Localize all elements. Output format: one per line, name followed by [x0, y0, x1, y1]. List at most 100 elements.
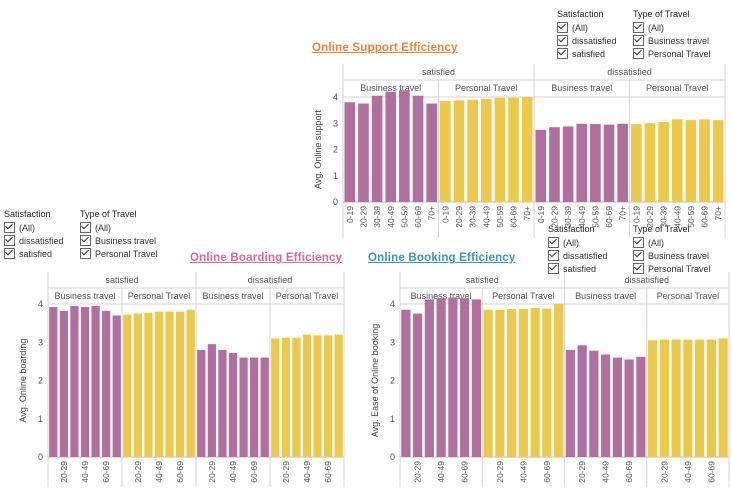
- checkbox-checked-icon[interactable]: [548, 263, 559, 274]
- y-tick-label: 1: [333, 171, 338, 181]
- filter-option-label: (All): [95, 222, 111, 233]
- bar: [401, 309, 411, 457]
- bar: [324, 335, 333, 457]
- x-tick-label: 60-69: [101, 461, 111, 483]
- filter-option[interactable]: Business travel: [633, 249, 711, 262]
- filter-option[interactable]: (All): [4, 221, 64, 234]
- travel-type-filter: Type of Travel (All) Business travel Person…: [633, 224, 711, 275]
- bar: [535, 129, 547, 202]
- x-tick-label: 60-69: [700, 206, 710, 228]
- bar: [440, 100, 451, 202]
- x-tick-label: 60-69: [175, 461, 185, 483]
- bar: [102, 310, 111, 457]
- x-tick-label: 40-49: [683, 461, 693, 483]
- bar: [91, 305, 100, 457]
- chart-svg: satisfied dissatisfied 0 1 2 3 4 Avg. Online su…: [313, 64, 726, 238]
- bar: [313, 335, 322, 457]
- series-header: Business travel: [54, 291, 115, 301]
- bar: [617, 123, 628, 202]
- bar: [228, 352, 238, 457]
- bar: [542, 308, 552, 457]
- chart-svg: satisfied dissatisfied 0 1 2 3 4 Avg. Ease of O…: [370, 272, 730, 487]
- y-tick-label: 1: [390, 414, 395, 424]
- bar: [371, 95, 383, 202]
- filter-option[interactable]: satisfied: [548, 262, 608, 275]
- x-tick-label: 20-29: [549, 206, 559, 228]
- filter-option[interactable]: (All): [548, 236, 608, 249]
- bar: [601, 354, 611, 457]
- checkbox-checked-icon[interactable]: [4, 235, 15, 246]
- checkbox-checked-icon[interactable]: [80, 222, 91, 233]
- x-tick-label: 70+: [618, 206, 628, 220]
- checkbox-checked-icon[interactable]: [633, 48, 644, 59]
- filter-option[interactable]: (All): [80, 221, 158, 234]
- checkbox-checked-icon[interactable]: [4, 248, 15, 259]
- filter-heading: Type of Travel: [633, 9, 690, 19]
- checkbox-checked-icon[interactable]: [633, 35, 644, 46]
- bar: [565, 349, 575, 457]
- x-tick-label: 20-29: [207, 461, 217, 483]
- checkbox-checked-icon[interactable]: [557, 22, 568, 33]
- bar: [460, 298, 470, 457]
- x-tick-label: 50-59: [495, 206, 505, 228]
- filter-option[interactable]: (All): [557, 21, 617, 34]
- online-boarding-chart: satisfied dissatisfied 0 1 2 3 4 Avg. Online bo…: [8, 272, 345, 487]
- checkbox-checked-icon[interactable]: [548, 250, 559, 261]
- filter-option[interactable]: dissatisfied: [4, 234, 64, 247]
- filter-option[interactable]: Personal Travel: [633, 47, 711, 60]
- bar: [426, 103, 437, 202]
- bar: [385, 91, 397, 202]
- filter-option[interactable]: satisfied: [557, 47, 617, 60]
- bar: [292, 337, 301, 457]
- chart-title: Online Boarding Efficiency: [190, 252, 343, 264]
- y-axis-label: Avg. Online support: [313, 110, 323, 189]
- checkbox-checked-icon[interactable]: [4, 222, 15, 233]
- checkbox-checked-icon[interactable]: [548, 237, 559, 248]
- x-tick-label: 50-59: [590, 206, 600, 228]
- x-tick-label: 20-29: [133, 461, 143, 483]
- filter-option[interactable]: (All): [633, 236, 711, 249]
- x-tick-label: 40-49: [302, 461, 312, 483]
- checkbox-checked-icon[interactable]: [633, 22, 644, 33]
- bar: [562, 126, 574, 202]
- filter-option[interactable]: dissatisfied: [548, 249, 608, 262]
- filter-heading: Type of Travel: [633, 224, 690, 234]
- filter-option[interactable]: dissatisfied: [557, 34, 617, 47]
- bar: [576, 123, 588, 202]
- checkbox-checked-icon[interactable]: [80, 235, 91, 246]
- checkbox-checked-icon[interactable]: [633, 250, 644, 261]
- bar: [718, 338, 728, 457]
- bar: [589, 350, 599, 457]
- y-tick-label: 2: [38, 376, 43, 386]
- filter-option[interactable]: Personal Travel: [80, 247, 158, 260]
- bar: [671, 119, 683, 202]
- x-tick-label: 30-39: [468, 206, 478, 228]
- x-tick-label: 70+: [713, 206, 723, 220]
- y-tick-label: 2: [390, 376, 395, 386]
- filter-option[interactable]: (All): [633, 21, 711, 34]
- checkbox-checked-icon[interactable]: [80, 248, 91, 259]
- x-tick-label: 0-19: [631, 206, 641, 223]
- series-header: Personal Travel: [276, 291, 339, 301]
- chart-title: Online Support Efficiency: [312, 42, 458, 54]
- x-tick-label: 60-69: [706, 461, 716, 483]
- bar: [80, 307, 90, 457]
- filter-option[interactable]: Business travel: [633, 34, 711, 47]
- bar: [554, 304, 564, 457]
- y-tick-label: 3: [333, 118, 338, 128]
- checkbox-checked-icon[interactable]: [633, 237, 644, 248]
- checkbox-checked-icon[interactable]: [557, 48, 568, 59]
- bar: [518, 308, 528, 457]
- bar: [549, 127, 560, 202]
- filter-option[interactable]: Personal Travel: [633, 262, 711, 275]
- filter-option-label: Business travel: [95, 235, 157, 246]
- checkbox-checked-icon[interactable]: [557, 35, 568, 46]
- filter-option[interactable]: Business travel: [80, 234, 158, 247]
- filter-option[interactable]: satisfied: [4, 247, 64, 260]
- x-tick-label: 40-49: [154, 461, 164, 483]
- x-tick-label: 20-29: [59, 461, 69, 483]
- travel-type-filter: Type of Travel (All) Business travel Person…: [80, 209, 158, 260]
- bar: [59, 310, 68, 457]
- filter-option-label: dissatisfied: [563, 250, 608, 261]
- checkbox-checked-icon[interactable]: [633, 263, 644, 274]
